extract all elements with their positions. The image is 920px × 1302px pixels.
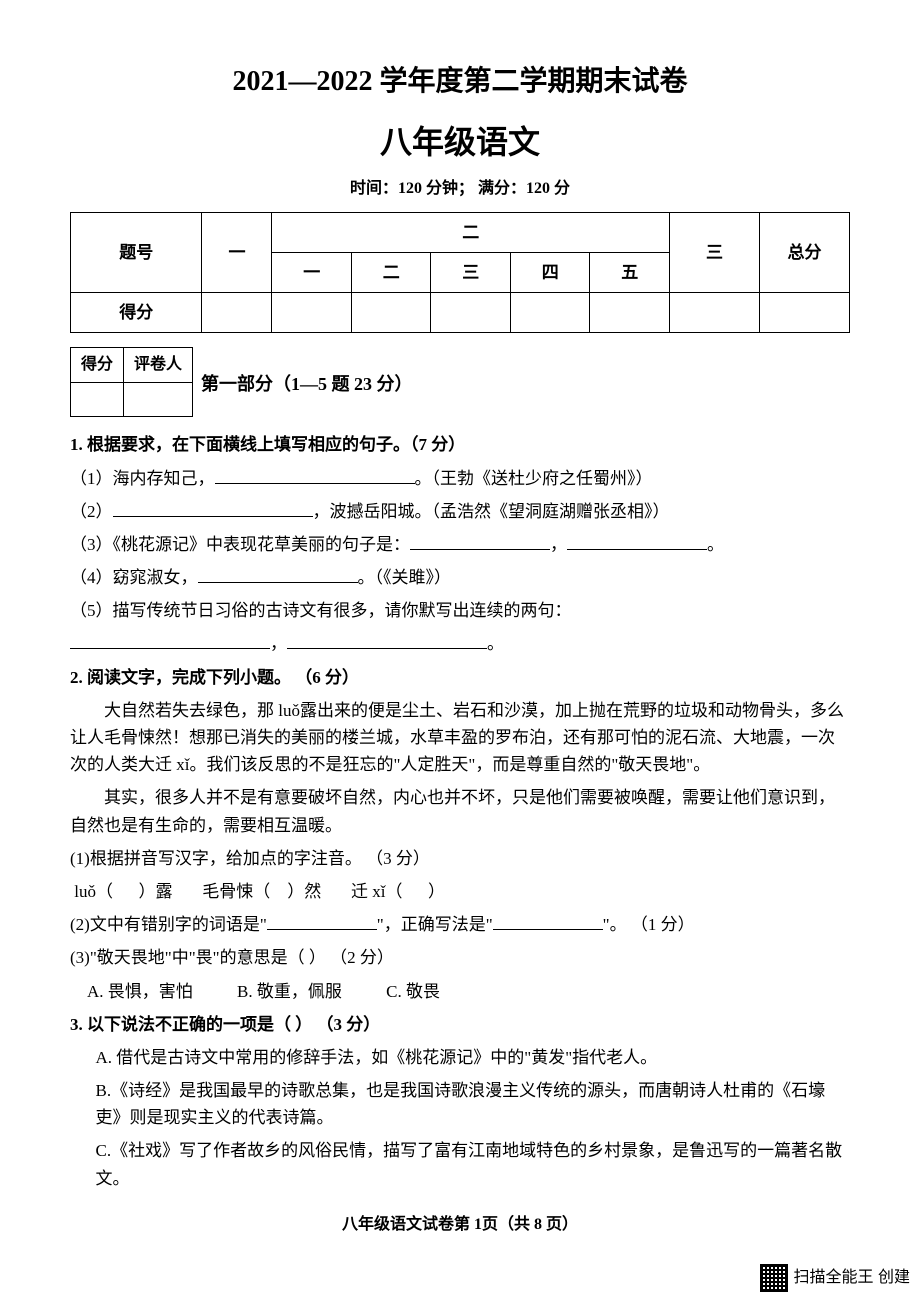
q3-opt-c: C.《社戏》写了作者故乡的风俗民情，描写了富有江南地域特色的乡村景象，是鲁迅写的… (70, 1137, 850, 1191)
title-main: 2021—2022 学年度第二学期期末试卷 (70, 60, 850, 105)
page-footer: 八年级语文试卷第 1页（共 8 页） (70, 1212, 850, 1238)
score-cell (760, 292, 850, 332)
blank (410, 533, 550, 550)
sub-col-4: 四 (510, 252, 590, 292)
q1-item-2: （2） ，波撼岳阳城。（孟浩然《望洞庭湖赠张丞相》） (70, 498, 850, 525)
q1-3-prefix: （3）《桃花源记》中表现花草美丽的句子是： (70, 535, 410, 554)
score-table: 题号 一 二 三 总分 一 二 三 四 五 得分 (70, 212, 850, 334)
q1-2-suffix: ，波撼岳阳城。（孟浩然《望洞庭湖赠张丞相》） (313, 502, 670, 521)
scan-label: 扫描全能王 创建 (794, 1265, 910, 1291)
section-1-title: 第一部分（1—5 题 23 分） (201, 370, 413, 399)
q2-sub2-mid: "，正确写法是" (377, 915, 493, 934)
q2-sub1-c-pre: 迁 xǐ（ (351, 882, 402, 901)
blank (198, 566, 358, 583)
q2-sub1-c-suf: ） (428, 882, 445, 901)
q2-stem: 2. 阅读文字，完成下列小题。 （6 分） (70, 664, 850, 691)
score-cell (670, 292, 760, 332)
col-section-3: 三 (670, 212, 760, 292)
sub-col-3: 三 (431, 252, 511, 292)
q1-item-3: （3）《桃花源记》中表现花草美丽的句子是： ， 。 (70, 531, 850, 558)
q2-sub2-pre: (2)文中有错别字的词语是" (70, 915, 267, 934)
sub-col-2: 二 (351, 252, 431, 292)
q1-3-suffix: 。 (707, 535, 724, 554)
grade-score-cell (71, 382, 124, 417)
q2-opt-a: A. 畏惧，害怕 (87, 978, 193, 1005)
q1-stem: 1. 根据要求，在下面横线上填写相应的句子。（7 分） (70, 431, 850, 458)
score-row: 得分 (71, 292, 850, 332)
blank (215, 467, 415, 484)
q1-item-4: （4）窈窕淑女， 。（《关雎》） (70, 564, 850, 591)
q1-item-1: （1）海内存知己， 。（王勃《送杜少府之任蜀州》） (70, 465, 850, 492)
exam-info: 时间：120 分钟； 满分：120 分 (70, 176, 850, 202)
blank (287, 632, 487, 649)
score-cell (590, 292, 670, 332)
q2-sub3-options: A. 畏惧，害怕 B. 敬重，佩服 C. 敬畏 (70, 978, 850, 1005)
q3-opt-b: B.《诗经》是我国最早的诗歌总集，也是我国诗歌浪漫主义传统的源头，而唐朝诗人杜甫… (70, 1077, 850, 1131)
grade-reviewer-cell (124, 382, 193, 417)
blank (493, 913, 603, 930)
col-section-2: 二 (272, 212, 670, 252)
q2-para2: 其实，很多人并不是有意要破坏自然，内心也并不坏，只是他们需要被唤醒，需要让他们意… (70, 784, 850, 838)
q1-5-sep: ， (270, 634, 287, 653)
grade-reviewer-label: 评卷人 (124, 348, 193, 383)
title-sub: 八年级语文 (70, 117, 850, 168)
blank (267, 913, 377, 930)
q2-sub2: (2)文中有错别字的词语是" "，正确写法是" "。 （1 分） (70, 911, 850, 938)
score-cell (202, 292, 272, 332)
score-cell (510, 292, 590, 332)
q1-4-suffix: 。（《关雎》） (358, 568, 452, 587)
score-cell (272, 292, 352, 332)
q2-sub3: (3)"敬天畏地"中"畏"的意思是（ ） （2 分） (70, 944, 850, 971)
q1-2-prefix: （2） (70, 502, 113, 521)
q2-para1: 大自然若失去绿色，那 luǒ露出来的便是尘土、岩石和沙漠，加上抛在荒野的垃圾和动… (70, 697, 850, 779)
q1-3-mid: ， (550, 535, 567, 554)
q3-opt-a: A. 借代是古诗文中常用的修辞手法，如《桃花源记》中的"黄发"指代老人。 (70, 1044, 850, 1071)
score-header-row1: 题号 一 二 三 总分 (71, 212, 850, 252)
section-1-header: 得分 评卷人 第一部分（1—5 题 23 分） (70, 347, 850, 421)
col-section-1: 一 (202, 212, 272, 292)
q2-opt-b: B. 敬重，佩服 (237, 978, 342, 1005)
q2-sub1-items: luǒ（ ）露 毛骨悚（ ）然 迁 xǐ（ ） (70, 878, 850, 905)
grade-score-label: 得分 (71, 348, 124, 383)
sub-col-5: 五 (590, 252, 670, 292)
q2-sub1-a-suf: ）露 (138, 882, 172, 901)
qr-icon (760, 1264, 788, 1292)
q1-4-prefix: （4）窈窕淑女， (70, 568, 198, 587)
q2-sub1-b-suf: ）然 (287, 882, 321, 901)
q1-1-prefix: （1）海内存知己， (70, 469, 215, 488)
q1-item-5-blanks: ，。 (70, 630, 850, 657)
q2-sub1-b-pre: 毛骨悚（ (202, 882, 270, 901)
q2-sub2-suf: "。 （1 分） (603, 915, 695, 934)
score-cell (351, 292, 431, 332)
q1-item-5: （5）描写传统节日习俗的古诗文有很多，请你默写出连续的两句： (70, 597, 850, 624)
grade-box: 得分 评卷人 (70, 347, 193, 417)
blank (113, 500, 313, 517)
col-label-number: 题号 (71, 212, 202, 292)
blank (567, 533, 707, 550)
blank (70, 632, 270, 649)
q1-5-end: 。 (487, 634, 504, 653)
q3-stem: 3. 以下说法不正确的一项是（ ） （3 分） (70, 1011, 850, 1038)
q2-sub1-a-pre: luǒ（ (74, 882, 113, 901)
col-total: 总分 (760, 212, 850, 292)
score-label: 得分 (71, 292, 202, 332)
sub-col-1: 一 (272, 252, 352, 292)
scan-watermark: 扫描全能王 创建 (760, 1264, 910, 1292)
q2-opt-c: C. 敬畏 (386, 978, 440, 1005)
score-cell (431, 292, 511, 332)
q2-sub1: (1)根据拼音写汉字，给加点的字注音。 （3 分） (70, 845, 850, 872)
q1-1-suffix: 。（王勃《送杜少府之任蜀州》） (415, 469, 653, 488)
